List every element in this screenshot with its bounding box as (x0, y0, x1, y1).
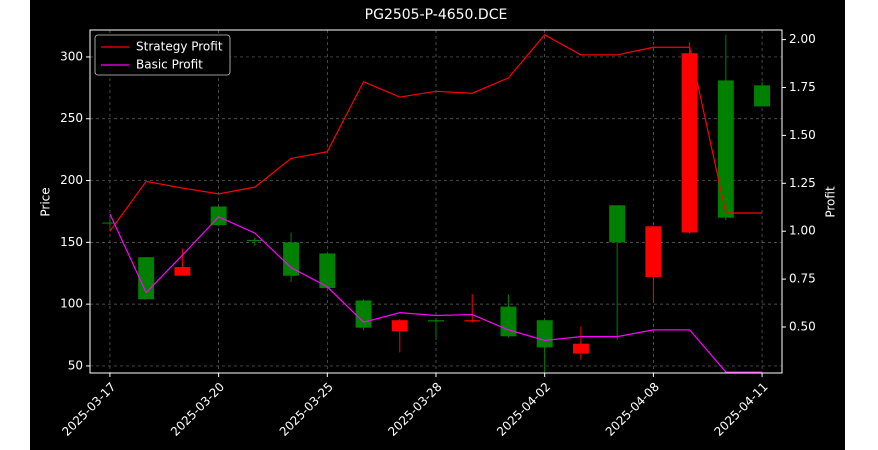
y-tick-label: 250 (60, 111, 83, 125)
chart-title: PG2505-P-4650.DCE (365, 7, 508, 23)
candle-body (355, 300, 372, 328)
plot-frame (89, 29, 783, 374)
y2-tick-label: 2.00 (789, 32, 816, 46)
y2-tick-label: 1.25 (789, 176, 816, 190)
candle-body (681, 53, 698, 233)
candle-body (717, 80, 734, 218)
candle-body (572, 343, 589, 354)
candle-body (283, 242, 300, 276)
y-tick-label: 150 (60, 235, 83, 249)
y2-axis-label: Profit (824, 186, 838, 218)
candle-body (754, 85, 771, 107)
candle-body (645, 226, 662, 277)
y2-tick-label: 0.50 (789, 320, 816, 334)
candle-body (536, 320, 553, 348)
y-axis-label: Price (39, 187, 53, 216)
y2-tick-label: 1.00 (789, 224, 816, 238)
candle-body (101, 222, 118, 224)
legend-label: Strategy Profit (136, 40, 223, 54)
candle-body (500, 306, 517, 337)
y2-tick-label: 0.75 (789, 272, 816, 286)
candle-body (319, 253, 336, 289)
candle-body (464, 320, 481, 322)
y-tick-label: 300 (60, 49, 83, 63)
candle-body (428, 320, 444, 322)
candle-body (609, 205, 626, 243)
y-tick-label: 200 (60, 173, 83, 187)
candle-body (391, 320, 408, 332)
y-tick-label: 100 (60, 297, 83, 311)
y2-tick-label: 1.75 (789, 80, 816, 94)
profit-line (109, 213, 763, 373)
legend-label: Basic Profit (136, 58, 203, 72)
candle-body (174, 267, 191, 276)
candle-body (246, 239, 263, 242)
y2-tick-label: 1.50 (789, 128, 816, 142)
profit-line (109, 34, 763, 232)
y-tick-label: 50 (68, 358, 83, 372)
